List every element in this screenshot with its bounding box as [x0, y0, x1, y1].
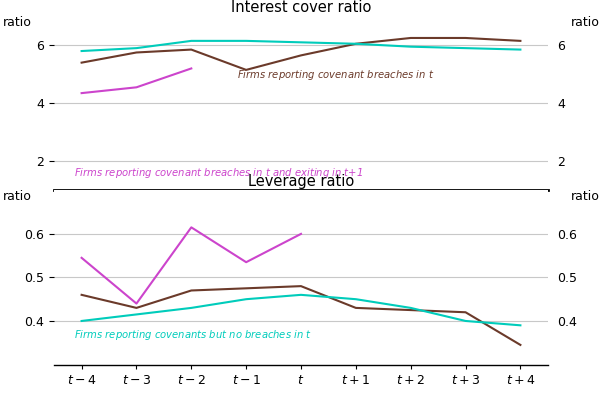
- Title: Leverage ratio: Leverage ratio: [248, 174, 354, 189]
- Text: ratio: ratio: [3, 190, 31, 203]
- Text: ratio: ratio: [571, 16, 599, 29]
- Text: ratio: ratio: [571, 190, 599, 203]
- Text: ratio: ratio: [3, 16, 31, 29]
- Title: Interest cover ratio: Interest cover ratio: [231, 0, 371, 15]
- Text: Firms reporting covenants but no breaches in $t$: Firms reporting covenants but no breache…: [74, 328, 312, 342]
- Text: Firms reporting covenant breaches in $t$ and exiting in $t$+1: Firms reporting covenant breaches in $t$…: [74, 166, 363, 180]
- Text: Firms reporting covenant breaches in $t$: Firms reporting covenant breaches in $t$: [237, 68, 434, 82]
